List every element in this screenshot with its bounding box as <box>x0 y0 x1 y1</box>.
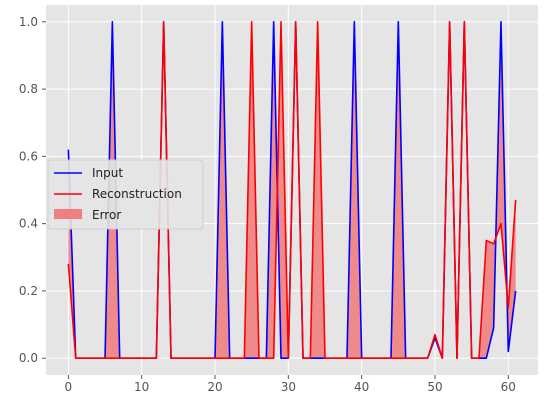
y-tick-label: 0.4 <box>19 217 38 231</box>
series-layer <box>67 21 517 359</box>
y-tick-label: 0.2 <box>19 284 38 298</box>
y-tick-label: 0.8 <box>19 82 38 96</box>
legend-reconstruction-label: Reconstruction <box>92 187 182 201</box>
x-tick-label: 0 <box>65 380 73 394</box>
x-tick-label: 40 <box>354 380 369 394</box>
y-tick-label: 1.0 <box>19 15 38 29</box>
legend-error-label: Error <box>92 208 121 222</box>
x-tick-label: 50 <box>427 380 442 394</box>
reconstruction-series-line <box>67 21 517 359</box>
legend-box <box>47 159 204 230</box>
legend: Input Reconstruction Error <box>47 159 204 230</box>
axis-tick-labels: 0.0 0.2 0.4 0.6 0.8 1.0 0 10 20 30 40 50 60 <box>19 15 516 394</box>
legend-input-label: Input <box>92 166 123 180</box>
x-tick-label: 10 <box>134 380 149 394</box>
y-tick-label: 0.6 <box>19 149 38 163</box>
x-tick-label: 60 <box>501 380 516 394</box>
x-tick-label: 30 <box>281 380 296 394</box>
x-tick-label: 20 <box>207 380 222 394</box>
legend-error-swatch <box>54 209 82 219</box>
y-tick-label: 0.0 <box>19 351 38 365</box>
